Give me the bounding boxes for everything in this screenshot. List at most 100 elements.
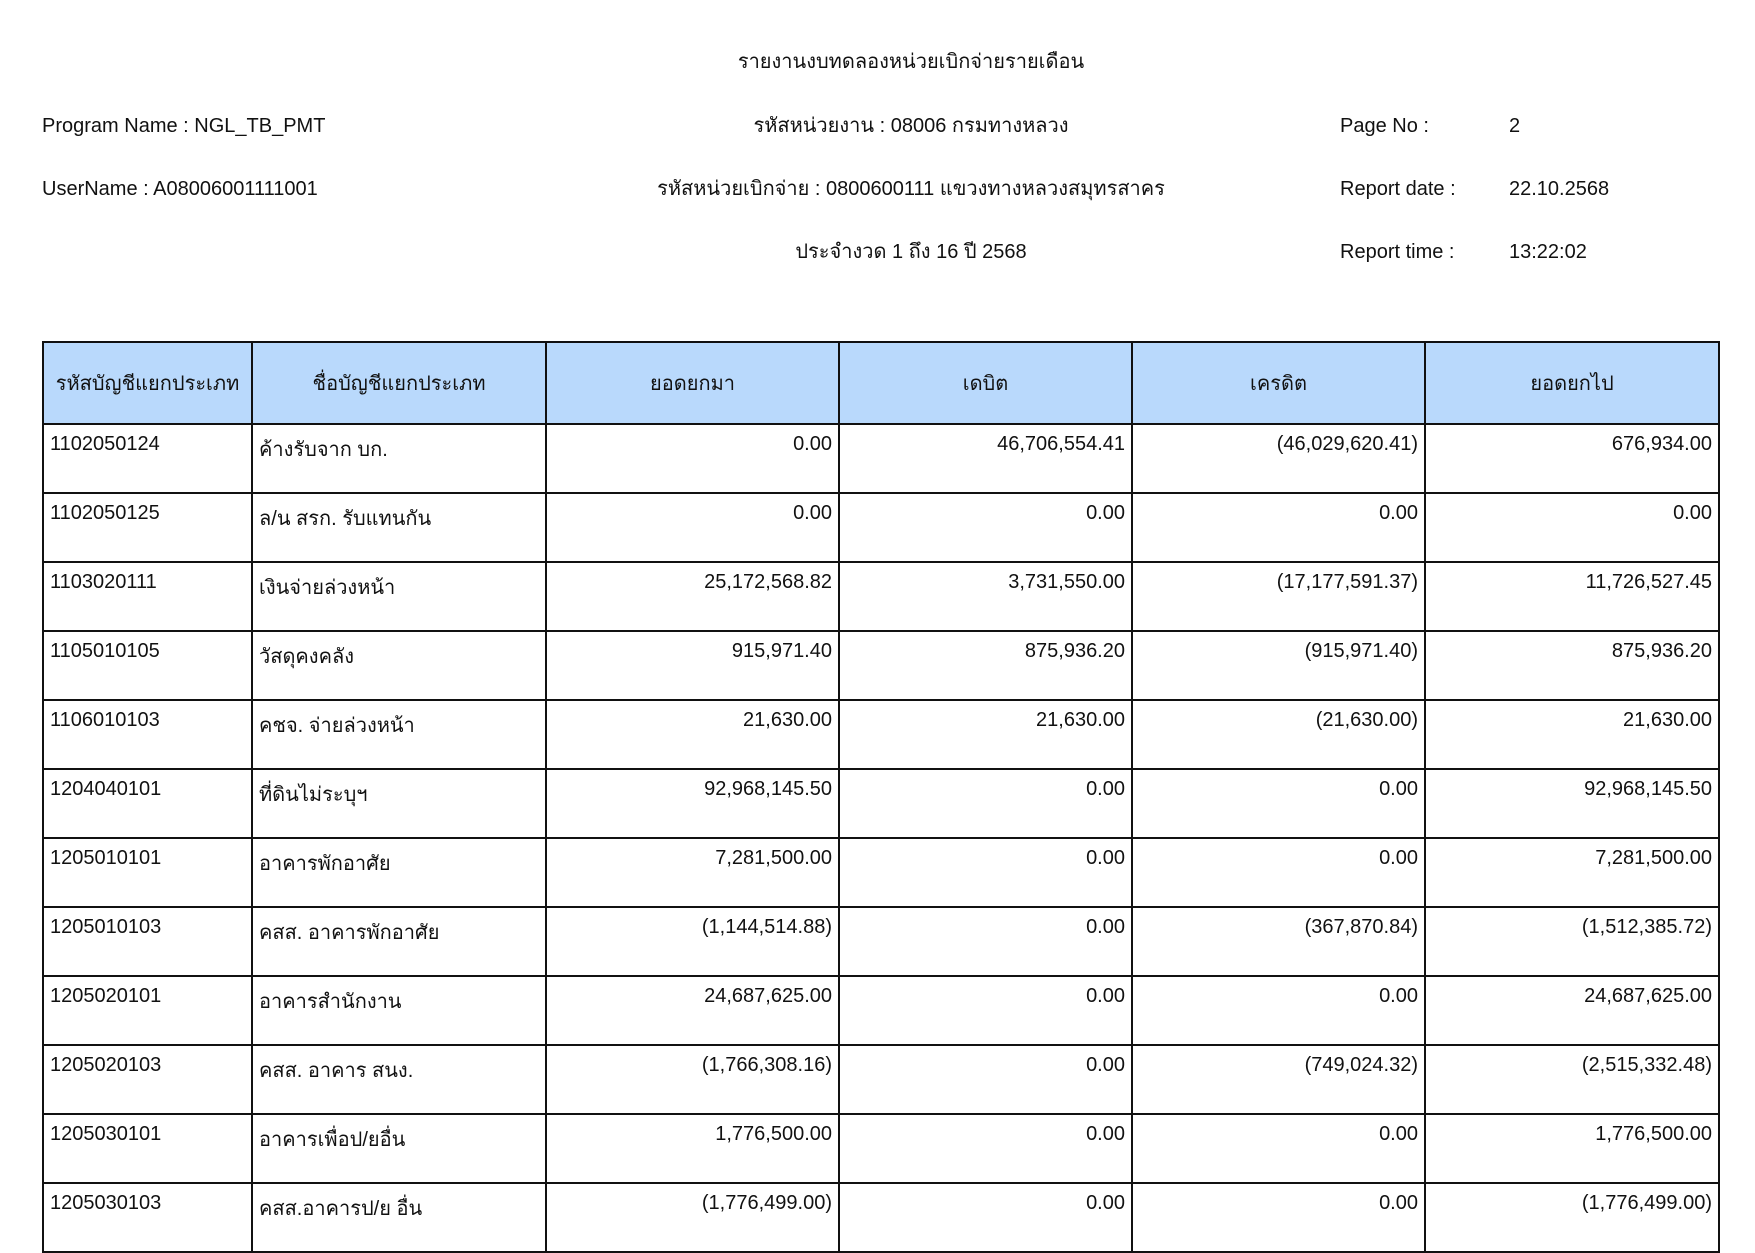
cell-closing-balance: 92,968,145.50 bbox=[1424, 768, 1720, 839]
cell-account-code: 1205020103 bbox=[42, 1044, 253, 1115]
cell-account-name: คสส. อาคารพักอาศัย bbox=[251, 906, 547, 977]
cell-closing-balance: 24,687,625.00 bbox=[1424, 975, 1720, 1046]
cell-opening-balance: 25,172,568.82 bbox=[545, 561, 840, 632]
cell-debit: 0.00 bbox=[838, 975, 1133, 1046]
cell-account-code: 1103020111 bbox=[42, 561, 253, 632]
cell-closing-balance: 676,934.00 bbox=[1424, 423, 1720, 494]
table-row: 1205010101 อาคารพักอาศัย 7,281,500.00 0.00 0… bbox=[42, 837, 1720, 908]
cell-opening-balance: 24,687,625.00 bbox=[545, 975, 840, 1046]
cell-debit: 0.00 bbox=[838, 1113, 1133, 1184]
cell-debit: 0.00 bbox=[838, 768, 1133, 839]
cell-account-code: 1106010103 bbox=[42, 699, 253, 770]
cell-opening-balance: 92,968,145.50 bbox=[545, 768, 840, 839]
cell-account-name: อาคารเพื่อป/ยอื่น bbox=[251, 1113, 547, 1184]
cell-account-code: 1205010101 bbox=[42, 837, 253, 908]
cell-debit: 0.00 bbox=[838, 492, 1133, 563]
username: UserName : A08006001111001 bbox=[42, 178, 318, 200]
cell-account-code: 1205020101 bbox=[42, 975, 253, 1046]
table-row: 1102050125 ล/น สรก. รับแทนกัน 0.00 0.00 0.00… bbox=[42, 492, 1720, 563]
cell-closing-balance: (2,515,332.48) bbox=[1424, 1044, 1720, 1115]
table-row: 1204040101 ที่ดินไม่ระบุฯ 92,968,145.50 0.0… bbox=[42, 768, 1720, 839]
table-row: 1205030103 คสส.อาคารป/ย อื่น (1,776,499.00… bbox=[42, 1182, 1720, 1253]
cell-closing-balance: (1,776,499.00) bbox=[1424, 1182, 1720, 1253]
cell-opening-balance: 915,971.40 bbox=[545, 630, 840, 701]
column-header-closing-balance: ยอดยกไป bbox=[1424, 341, 1720, 425]
cell-credit: (21,630.00) bbox=[1131, 699, 1426, 770]
table-header-row: รหัสบัญชีแยกประเภท ชื่อบัญชีแยกประเภท ยอ… bbox=[42, 341, 1720, 425]
cell-account-name: ที่ดินไม่ระบุฯ bbox=[251, 768, 547, 839]
cell-account-name: ค้างรับจาก บก. bbox=[251, 423, 547, 494]
cell-credit: 0.00 bbox=[1131, 1182, 1426, 1253]
table-row: 1205010103 คสส. อาคารพักอาศัย (1,144,514.8… bbox=[42, 906, 1720, 977]
cell-debit: 0.00 bbox=[838, 1182, 1133, 1253]
cell-opening-balance: (1,776,499.00) bbox=[545, 1182, 840, 1253]
table-row: 1105010105 วัสดุคงคลัง 915,971.40 875,936.2… bbox=[42, 630, 1720, 701]
cell-account-code: 1102050125 bbox=[42, 492, 253, 563]
column-header-credit: เครดิต bbox=[1131, 341, 1426, 425]
table-row: 1205020103 คสส. อาคาร สนง. (1,766,308.16) 0… bbox=[42, 1044, 1720, 1115]
period: ประจำงวด 1 ถึง 16 ปี 2568 bbox=[795, 241, 1027, 263]
cell-debit: 21,630.00 bbox=[838, 699, 1133, 770]
cell-account-code: 1105010105 bbox=[42, 630, 253, 701]
cell-opening-balance: 21,630.00 bbox=[545, 699, 840, 770]
cell-debit: 0.00 bbox=[838, 837, 1133, 908]
cell-account-code: 1205030101 bbox=[42, 1113, 253, 1184]
cell-debit: 3,731,550.00 bbox=[838, 561, 1133, 632]
cell-account-code: 1205030103 bbox=[42, 1182, 253, 1253]
cell-closing-balance: 0.00 bbox=[1424, 492, 1720, 563]
table-row: 1205030101 อาคารเพื่อป/ยอื่น 1,776,500.00 0… bbox=[42, 1113, 1720, 1184]
cell-account-name: วัสดุคงคลัง bbox=[251, 630, 547, 701]
cell-opening-balance: (1,766,308.16) bbox=[545, 1044, 840, 1115]
agency-code: รหัสหน่วยงาน : 08006 กรมทางหลวง bbox=[753, 115, 1069, 137]
cell-credit: 0.00 bbox=[1131, 975, 1426, 1046]
cell-credit: 0.00 bbox=[1131, 492, 1426, 563]
cell-closing-balance: (1,512,385.72) bbox=[1424, 906, 1720, 977]
cell-debit: 875,936.20 bbox=[838, 630, 1133, 701]
cell-credit: 0.00 bbox=[1131, 768, 1426, 839]
cell-account-name: คชจ. จ่ายล่วงหน้า bbox=[251, 699, 547, 770]
cell-opening-balance: 7,281,500.00 bbox=[545, 837, 840, 908]
cell-credit: (749,024.32) bbox=[1131, 1044, 1426, 1115]
cell-debit: 46,706,554.41 bbox=[838, 423, 1133, 494]
cell-account-code: 1205010103 bbox=[42, 906, 253, 977]
cell-opening-balance: (1,144,514.88) bbox=[545, 906, 840, 977]
report-time-label: Report time : bbox=[1340, 241, 1455, 263]
table-row: 1103020111 เงินจ่ายล่วงหน้า 25,172,568.82 3… bbox=[42, 561, 1720, 632]
cell-account-name: คสส.อาคารป/ย อื่น bbox=[251, 1182, 547, 1253]
disbursing-unit: รหัสหน่วยเบิกจ่าย : 0800600111 แขวงทางหล… bbox=[657, 178, 1165, 200]
cell-opening-balance: 0.00 bbox=[545, 492, 840, 563]
cell-credit: 0.00 bbox=[1131, 1113, 1426, 1184]
column-header-account-code: รหัสบัญชีแยกประเภท bbox=[42, 341, 253, 425]
cell-account-name: คสส. อาคาร สนง. bbox=[251, 1044, 547, 1115]
cell-credit: (367,870.84) bbox=[1131, 906, 1426, 977]
cell-closing-balance: 1,776,500.00 bbox=[1424, 1113, 1720, 1184]
report-title: รายงานงบทดลองหน่วยเบิกจ่ายรายเดือน bbox=[737, 51, 1085, 73]
page-no-label: Page No : bbox=[1340, 115, 1429, 137]
cell-account-code: 1102050124 bbox=[42, 423, 253, 494]
cell-debit: 0.00 bbox=[838, 906, 1133, 977]
cell-credit: (915,971.40) bbox=[1131, 630, 1426, 701]
cell-closing-balance: 21,630.00 bbox=[1424, 699, 1720, 770]
cell-closing-balance: 11,726,527.45 bbox=[1424, 561, 1720, 632]
cell-opening-balance: 0.00 bbox=[545, 423, 840, 494]
cell-closing-balance: 7,281,500.00 bbox=[1424, 837, 1720, 908]
report-time-value: 13:22:02 bbox=[1509, 241, 1587, 263]
column-header-account-name: ชื่อบัญชีแยกประเภท bbox=[251, 341, 547, 425]
cell-credit: (46,029,620.41) bbox=[1131, 423, 1426, 494]
cell-closing-balance: 875,936.20 bbox=[1424, 630, 1720, 701]
cell-account-name: อาคารสำนักงาน bbox=[251, 975, 547, 1046]
column-header-debit: เดบิต bbox=[838, 341, 1133, 425]
column-header-opening-balance: ยอดยกมา bbox=[545, 341, 840, 425]
table-row: 1106010103 คชจ. จ่ายล่วงหน้า 21,630.00 21,6… bbox=[42, 699, 1720, 770]
cell-credit: (17,177,591.37) bbox=[1131, 561, 1426, 632]
cell-account-code: 1204040101 bbox=[42, 768, 253, 839]
cell-credit: 0.00 bbox=[1131, 837, 1426, 908]
trial-balance-table: รหัสบัญชีแยกประเภท ชื่อบัญชีแยกประเภท ยอ… bbox=[42, 341, 1720, 1253]
cell-account-name: เงินจ่ายล่วงหน้า bbox=[251, 561, 547, 632]
table-row: 1205020101 อาคารสำนักงาน 24,687,625.00 0.00… bbox=[42, 975, 1720, 1046]
cell-debit: 0.00 bbox=[838, 1044, 1133, 1115]
cell-account-name: อาคารพักอาศัย bbox=[251, 837, 547, 908]
table-row: 1102050124 ค้างรับจาก บก. 0.00 46,706,554.4… bbox=[42, 423, 1720, 494]
report-date-label: Report date : bbox=[1340, 178, 1456, 200]
page-no-value: 2 bbox=[1509, 115, 1521, 137]
